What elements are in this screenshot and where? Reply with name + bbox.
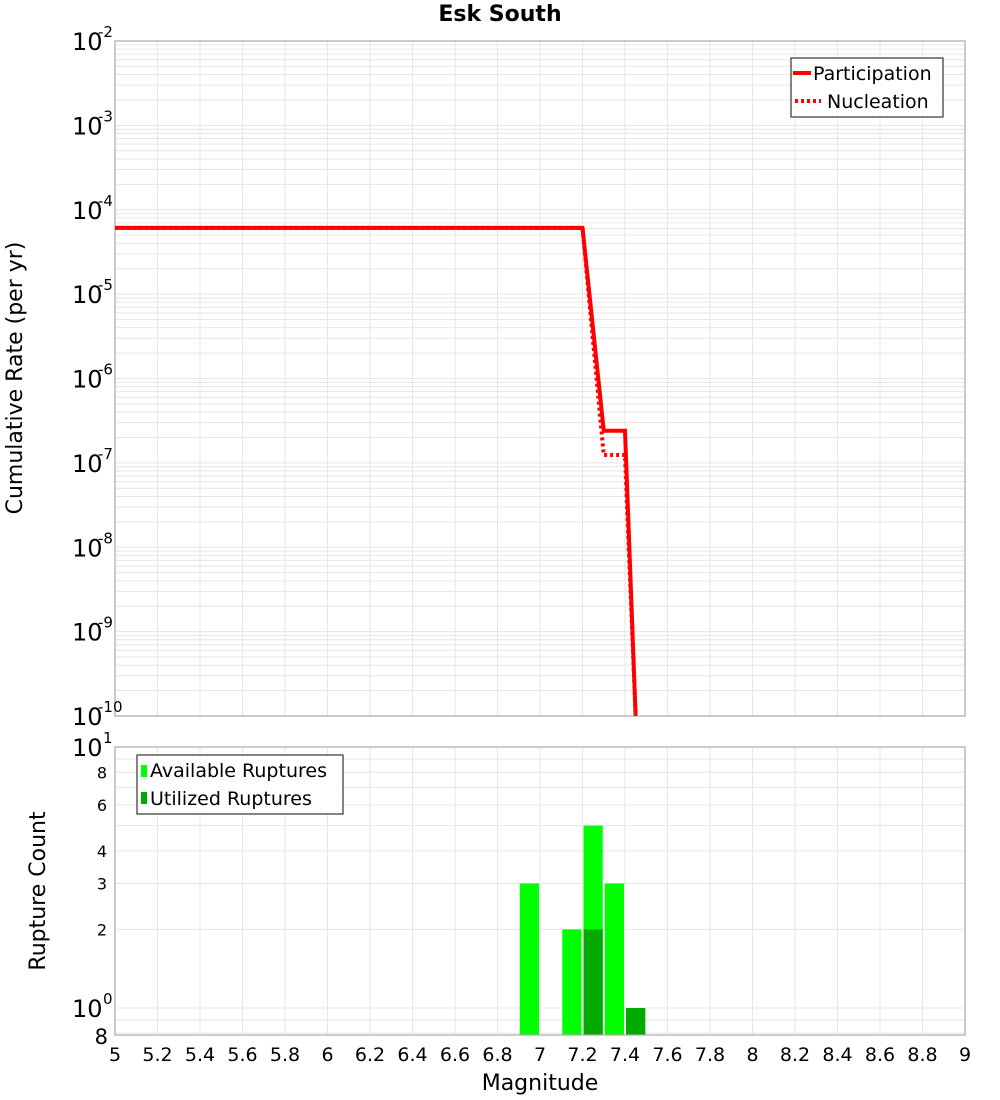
chart-canvas: 10-210-310-410-510-610-710-810-910-10 Cu… <box>0 0 1000 1100</box>
top-y-axis-label: Cumulative Rate (per yr) <box>3 242 28 515</box>
utilized-legend-swatch <box>141 792 147 804</box>
y-tick-exponent: -2 <box>98 23 113 41</box>
available-ruptures-bar <box>605 883 624 1035</box>
x-tick-label: 7.6 <box>652 1044 682 1066</box>
x-tick-label: 8.8 <box>907 1044 937 1066</box>
x-tick-label: 8.2 <box>780 1044 810 1066</box>
y-tick-label: 10 <box>72 995 103 1023</box>
cumulative-rate-plot: 10-210-310-410-510-610-710-810-910-10 Cu… <box>3 23 965 731</box>
y-tick-exponent: -7 <box>98 445 113 463</box>
nucleation-legend-label: Nucleation <box>827 91 929 113</box>
available-ruptures-bar <box>520 883 539 1035</box>
x-tick-label: 7.4 <box>610 1044 640 1066</box>
x-tick-label: 5.2 <box>142 1044 172 1066</box>
y-tick-label: 8 <box>95 1025 108 1049</box>
y-tick-exponent: -4 <box>98 192 113 210</box>
x-tick-label: 7.2 <box>567 1044 597 1066</box>
available-legend-label: Available Ruptures <box>150 760 327 782</box>
x-tick-label: 6.8 <box>482 1044 512 1066</box>
x-axis-label: Magnitude <box>482 1071 599 1096</box>
y-tick-exponent: -10 <box>98 698 123 716</box>
participation-legend-label: Participation <box>813 63 932 85</box>
utilized-ruptures-bar <box>584 929 603 1035</box>
x-tick-label: 6 <box>321 1044 333 1066</box>
y-tick-exponent: -5 <box>98 276 113 294</box>
y-tick-label: 2 <box>97 920 107 939</box>
y-tick-label: 4 <box>97 842 107 861</box>
x-axis-ticks: 5 5.2 5.4 5.6 5.8 6 6.2 6.4 6.6 6.8 7 7.2 7.4 7.6 7.8 8… <box>109 1044 971 1066</box>
x-tick-label: 7.8 <box>695 1044 725 1066</box>
utilized-ruptures-bar <box>626 1008 645 1035</box>
x-tick-label: 9 <box>959 1044 971 1066</box>
y-tick-exponent: 1 <box>103 729 113 747</box>
x-tick-label: 8.4 <box>822 1044 852 1066</box>
y-tick-label: 8 <box>97 763 107 782</box>
available-ruptures-bar <box>562 929 581 1035</box>
y-tick-exponent: -6 <box>98 361 113 379</box>
rupture-count-plot: 864328101100 55.25.45.65.866.26.46.66.87… <box>26 729 971 1096</box>
y-tick-exponent: -8 <box>98 529 113 547</box>
y-tick-label: 3 <box>97 874 107 893</box>
y-tick-exponent: -9 <box>98 614 113 632</box>
y-tick-exponent: 0 <box>103 990 113 1008</box>
x-tick-label: 6.2 <box>355 1044 385 1066</box>
y-tick-exponent: -3 <box>98 107 113 125</box>
x-tick-label: 8 <box>746 1044 758 1066</box>
bottom-legend: Available Ruptures Utilized Ruptures <box>137 755 343 814</box>
bottom-y-axis-ticks: 864328101100 <box>72 729 113 1049</box>
x-tick-label: 5.4 <box>185 1044 215 1066</box>
top-legend: Participation Nucleation <box>791 58 943 117</box>
utilized-legend-label: Utilized Ruptures <box>150 788 312 810</box>
top-gridlines <box>115 41 965 716</box>
y-tick-label: 10 <box>72 734 103 762</box>
x-tick-label: 7 <box>534 1044 546 1066</box>
bottom-y-axis-label: Rupture Count <box>26 811 51 971</box>
x-tick-label: 5.8 <box>270 1044 300 1066</box>
x-tick-label: 6.6 <box>440 1044 470 1066</box>
x-tick-label: 8.6 <box>865 1044 895 1066</box>
y-tick-label: 6 <box>97 796 107 815</box>
x-tick-label: 5 <box>109 1044 121 1066</box>
x-tick-label: 6.4 <box>397 1044 427 1066</box>
x-tick-label: 5.6 <box>227 1044 257 1066</box>
available-legend-swatch <box>141 765 147 777</box>
